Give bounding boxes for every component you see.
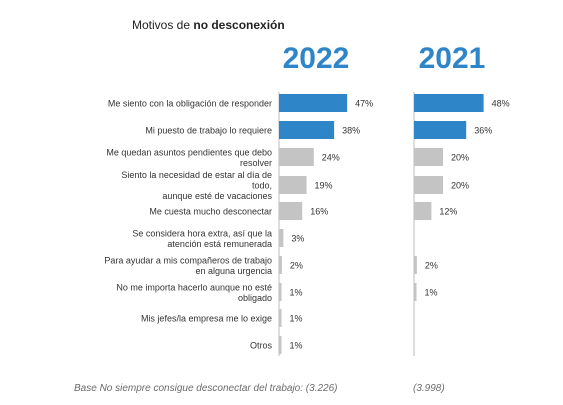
- bar-2021-4: [414, 202, 432, 220]
- value-label-2022-2: 24%: [322, 153, 340, 163]
- category-label-9: Otros: [250, 341, 273, 351]
- series-year-2021: 2021: [419, 42, 486, 75]
- footnote-base-2021: (3.998): [413, 383, 445, 394]
- subtitle-prefix: Motivos de: [132, 18, 194, 32]
- bar-2022-9: [279, 336, 282, 354]
- value-label-2022-9: 1%: [290, 341, 303, 351]
- bar-2022-1: [279, 121, 335, 139]
- value-label-2022-0: 47%: [355, 99, 373, 109]
- value-label-2021-3: 20%: [451, 181, 469, 191]
- value-label-2022-3: 19%: [315, 181, 333, 191]
- category-label-2: Me quedan asuntos pendientes que debo: [106, 147, 272, 157]
- category-label-5: atención está remunerada: [167, 239, 272, 249]
- bar-2022-5: [279, 229, 284, 247]
- value-label-2021-2: 20%: [451, 153, 469, 163]
- value-label-2021-4: 12%: [439, 207, 457, 217]
- value-label-2021-1: 36%: [474, 126, 492, 136]
- bar-2022-4: [279, 202, 303, 220]
- subtitle-bold: no desconexión: [193, 18, 285, 32]
- bar-2021-1: [414, 121, 467, 139]
- category-label-7: obligado: [238, 293, 272, 303]
- bar-2022-0: [279, 94, 348, 112]
- category-label-5: Se considera hora extra, así que la: [132, 228, 272, 238]
- value-label-2022-7: 1%: [290, 288, 303, 298]
- footnote-base-2022: Base No siempre consigue desconectar del…: [74, 383, 338, 394]
- category-label-1: Mi puesto de trabajo lo requiere: [145, 126, 272, 136]
- category-label-7: No me importa hacerlo aunque no esté: [116, 282, 272, 292]
- bar-2021-2: [414, 148, 443, 166]
- bar-2022-2: [279, 148, 314, 166]
- category-label-6: Para ayudar a mis compañeros de trabajo: [104, 255, 272, 265]
- bar-2022-8: [279, 309, 282, 327]
- bar-2021-7: [414, 283, 417, 301]
- category-label-3: Siento la necesidad de estar al día de: [121, 170, 272, 180]
- bar-2021-3: [414, 176, 443, 194]
- category-label-8: Mis jefes/la empresa me lo exige: [141, 314, 272, 324]
- series-year-2022: 2022: [283, 42, 350, 75]
- category-label-4: Me cuesta mucho desconectar: [149, 207, 272, 217]
- chart-subtitle: Motivos de no desconexión: [132, 18, 285, 32]
- category-label-2: resolver: [240, 158, 272, 168]
- bar-2022-7: [279, 283, 282, 301]
- value-label-2022-6: 2%: [290, 261, 303, 271]
- value-label-2022-5: 3%: [291, 234, 304, 244]
- value-label-2022-1: 38%: [342, 126, 360, 136]
- bar-2021-6: [414, 256, 417, 274]
- category-label-3: todo,: [252, 181, 272, 191]
- value-label-2022-8: 1%: [290, 314, 303, 324]
- value-label-2021-0: 48%: [492, 99, 510, 109]
- category-label-0: Me siento con la obligación de responder: [108, 99, 272, 109]
- bar-2022-3: [279, 176, 307, 194]
- bar-2022-6: [279, 256, 282, 274]
- category-label-3: aunque esté de vacaciones: [162, 191, 272, 201]
- value-label-2021-7: 1%: [425, 288, 438, 298]
- category-label-6: en alguna urgencia: [195, 266, 272, 276]
- value-label-2022-4: 16%: [310, 207, 328, 217]
- value-label-2021-6: 2%: [425, 261, 438, 271]
- bar-2021-0: [414, 94, 484, 112]
